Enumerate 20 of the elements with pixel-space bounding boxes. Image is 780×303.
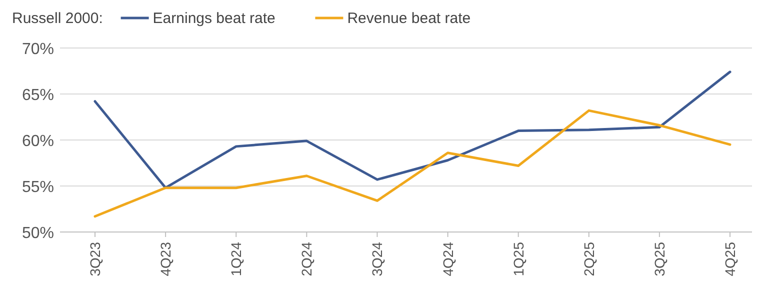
x-tick-label: 3Q24 bbox=[369, 242, 386, 276]
legend-label: Revenue beat rate bbox=[347, 10, 471, 27]
x-tick-label: 4Q25 bbox=[722, 242, 738, 276]
x-tick-label: 4Q23 bbox=[158, 242, 174, 276]
line-series bbox=[94, 109, 732, 218]
y-tick-label: 60% bbox=[22, 133, 54, 150]
x-tick-label: 1Q25 bbox=[510, 242, 526, 276]
y-tick-label: 50% bbox=[22, 225, 54, 242]
x-tick-label: 2Q24 bbox=[298, 242, 315, 276]
y-tick-label: 65% bbox=[22, 87, 54, 104]
x-tick-label: 4Q24 bbox=[440, 242, 456, 276]
legend-title: Russell 2000: bbox=[12, 10, 103, 27]
legend-label: Earnings beat rate bbox=[152, 10, 276, 27]
line-series bbox=[94, 70, 732, 190]
x-tick-label: 3Q23 bbox=[87, 242, 103, 276]
x-tick-label: 2Q25 bbox=[580, 242, 597, 276]
y-tick-label: 55% bbox=[22, 179, 54, 196]
x-tick-label: 3Q25 bbox=[651, 242, 668, 276]
y-tick-label: 70% bbox=[22, 41, 54, 58]
x-tick-label: 1Q24 bbox=[228, 242, 244, 276]
